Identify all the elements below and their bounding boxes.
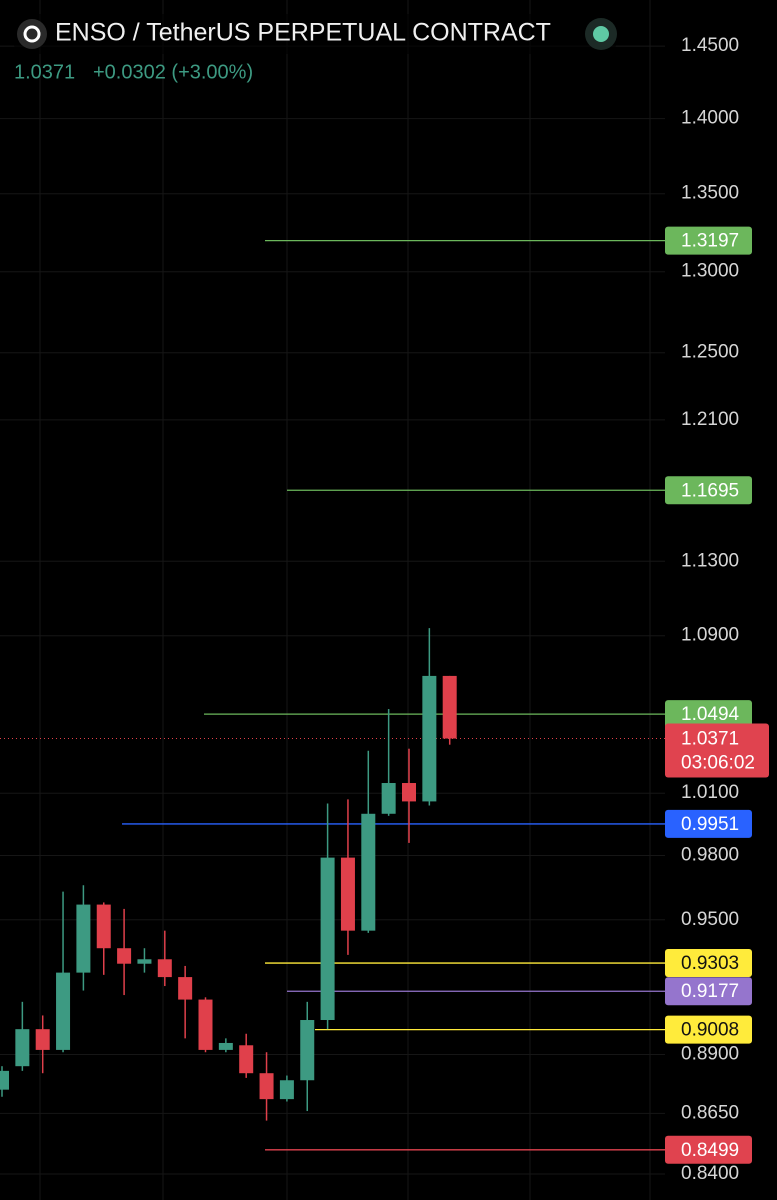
- y-tick-label: 0.8400: [681, 1163, 739, 1184]
- candle-body: [402, 783, 416, 802]
- candle-body: [198, 999, 213, 1050]
- level-label: 0.9951: [681, 814, 739, 835]
- candle-body: [15, 1029, 30, 1067]
- candles: [0, 628, 457, 1121]
- candle-body: [0, 1070, 9, 1090]
- candle-body: [422, 675, 437, 802]
- countdown: 03:06:02: [681, 753, 755, 774]
- status-dot: [593, 26, 609, 42]
- header: ENSO / TetherUS PERPETUAL CONTRACT 1.037…: [10, 14, 620, 83]
- candle-body: [361, 813, 376, 931]
- candle-body: [239, 1045, 254, 1074]
- y-tick-label: 0.8650: [681, 1102, 739, 1123]
- y-tick-label: 1.1300: [681, 550, 739, 571]
- level-tag: [665, 476, 752, 505]
- candle-body: [320, 857, 335, 1021]
- level-label: 0.9303: [681, 953, 739, 974]
- levels: [0, 239, 665, 1151]
- candle-body: [35, 1029, 50, 1050]
- level-label: 0.8499: [681, 1140, 739, 1161]
- candle-body: [157, 959, 172, 978]
- grid: [0, 0, 665, 1200]
- level-tag: [665, 809, 752, 838]
- candle-body: [340, 857, 355, 931]
- candle-body: [137, 959, 152, 964]
- last-price-tag: [665, 723, 769, 778]
- y-tick-label: 1.0900: [681, 625, 739, 646]
- candle-body: [442, 675, 457, 739]
- level-label: 1.1695: [681, 480, 739, 501]
- y-tick-label: 1.3000: [681, 261, 739, 282]
- level-label: 0.9008: [681, 1020, 739, 1041]
- level-tag: [665, 1135, 752, 1164]
- candle-body: [381, 783, 396, 814]
- last-price-label: 1.0371: [681, 729, 739, 750]
- level-tag: [665, 977, 752, 1006]
- candle-body: [76, 904, 91, 973]
- header-backdrop: [10, 14, 620, 54]
- chart-title: ENSO / TetherUS PERPETUAL CONTRACT: [55, 19, 551, 47]
- level-tag: [665, 949, 752, 978]
- level-tag: [665, 700, 752, 729]
- level-tag: [665, 226, 752, 255]
- level-label: 0.9177: [681, 981, 739, 1002]
- y-tick-label: 0.9500: [681, 909, 739, 930]
- y-tick-label: 1.2100: [681, 409, 739, 430]
- price-change: +0.0302 (+3.00%): [93, 61, 253, 83]
- candle-body: [279, 1080, 294, 1100]
- candle-body: [96, 904, 111, 949]
- candle-body: [259, 1073, 274, 1100]
- symbol-icon: [17, 19, 47, 49]
- candle-body: [300, 1020, 315, 1081]
- level-label: 1.3197: [681, 231, 739, 252]
- candle-body: [178, 977, 193, 1000]
- y-tick-label: 1.3500: [681, 183, 739, 204]
- y-tick-label: 0.9800: [681, 845, 739, 866]
- level-label: 1.0494: [681, 704, 740, 725]
- price-axis: 1.4500 1.4000 1.3500 1.3000 1.2500 1.2100 1.13…: [665, 35, 769, 1184]
- level-tag: [665, 1015, 752, 1044]
- candle-body: [218, 1042, 233, 1050]
- candle-body: [117, 948, 132, 964]
- candle-body: [56, 972, 71, 1050]
- y-tick-label: 0.8900: [681, 1044, 739, 1065]
- last-price: 1.0371: [14, 61, 75, 83]
- y-tick-label: 1.2500: [681, 342, 739, 363]
- y-tick-label: 1.4500: [681, 35, 739, 56]
- symbol-icon-mark: [23, 25, 41, 43]
- y-tick-label: 1.4000: [681, 108, 739, 129]
- y-tick-label: 1.0100: [681, 782, 739, 803]
